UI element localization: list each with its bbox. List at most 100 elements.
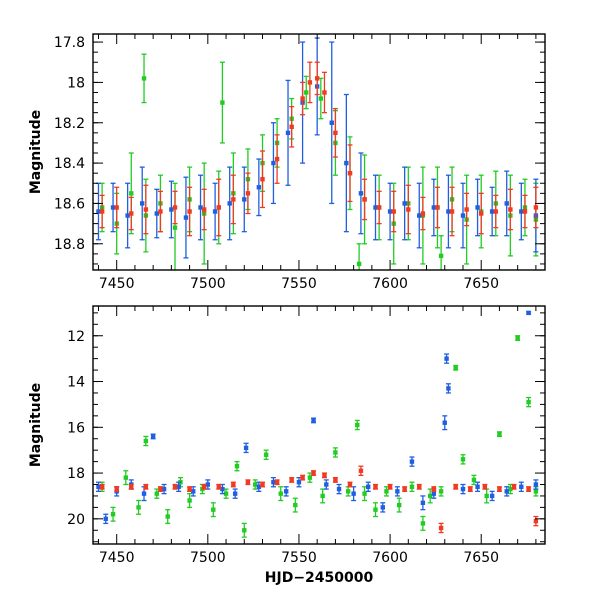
data-point [123,470,129,486]
data-point [496,431,502,438]
data-point [518,481,524,493]
data-point [289,105,295,148]
data-point [157,486,163,493]
data-point [241,522,247,538]
data-point [311,470,317,476]
data-point [263,449,269,460]
data-point [343,93,349,233]
x-tick-label: 7600 [372,276,408,292]
data-point [489,490,495,502]
y-tick-label: 18.2 [54,116,85,132]
data-point [172,483,178,490]
data-point [157,190,163,233]
data-point [307,61,313,104]
data-point [416,483,422,490]
data-point [136,499,142,515]
data-point [387,182,393,241]
y-tick-label: 14 [67,375,85,391]
data-point [449,186,455,237]
data-point [511,483,517,490]
data-point [394,486,400,497]
data-point [373,174,378,241]
data-point [445,174,451,249]
series-0 [99,335,539,538]
data-point [526,396,532,408]
data-point [187,486,193,493]
data-point [260,150,265,209]
data-point [373,483,378,490]
data-point [402,486,408,493]
data-point [154,188,160,239]
data-point [114,486,120,493]
data-point [300,474,306,481]
data-point [232,488,238,499]
data-point [198,174,204,241]
y-axis-label: Magnitude [28,110,44,194]
data-point [396,497,402,513]
data-point [300,81,306,116]
data-point [99,194,105,229]
data-point [478,192,484,235]
data-point [274,134,280,184]
data-point [190,486,196,497]
data-point [438,486,444,497]
data-point [318,77,324,120]
data-point [260,481,265,488]
data-point [358,465,364,476]
data-point [187,186,193,237]
x-tick-label: 7650 [463,550,499,566]
y-tick-label: 18.4 [54,156,85,172]
data-point [278,486,284,502]
data-point [362,178,368,221]
data-point [533,515,539,527]
data-point [445,383,451,394]
data-point [345,486,351,497]
y-tick-label: 16 [67,420,85,436]
plot-frame [92,33,546,271]
data-point [320,488,326,504]
data-point [533,186,539,229]
data-point [110,506,116,522]
data-point [427,488,433,504]
data-point [347,144,353,203]
data-point [444,353,450,364]
data-point [460,182,466,249]
y-tick-label: 20 [67,512,85,528]
data-point [496,486,502,493]
data-point [99,483,105,490]
data-point [216,178,222,237]
data-point [460,483,466,495]
x-tick-label: 7650 [463,276,499,292]
data-point [143,483,149,490]
data-point [504,170,510,237]
data-point [141,53,147,104]
data-point [256,158,262,217]
data-point [332,476,338,483]
data-point [526,310,532,316]
data-point [143,184,149,235]
data-point [150,433,156,440]
data-point [504,486,510,497]
data-point [453,364,459,371]
data-point [533,479,539,490]
data-point [515,335,521,341]
data-point [507,188,513,231]
data-point [103,513,109,525]
x-tick-label: 7600 [372,550,408,566]
data-point [431,486,437,493]
data-point [409,481,415,493]
data-point [354,419,360,431]
data-point [165,509,171,525]
data-point [110,182,116,233]
data-point [303,75,309,110]
data-point [471,474,477,486]
data-point [227,166,233,241]
data-point [402,166,408,241]
series-2 [99,465,539,534]
data-point [464,192,470,227]
data-point [438,522,444,534]
data-point [387,483,393,490]
data-point [321,472,327,479]
data-point [311,417,317,424]
data-point [420,495,426,511]
